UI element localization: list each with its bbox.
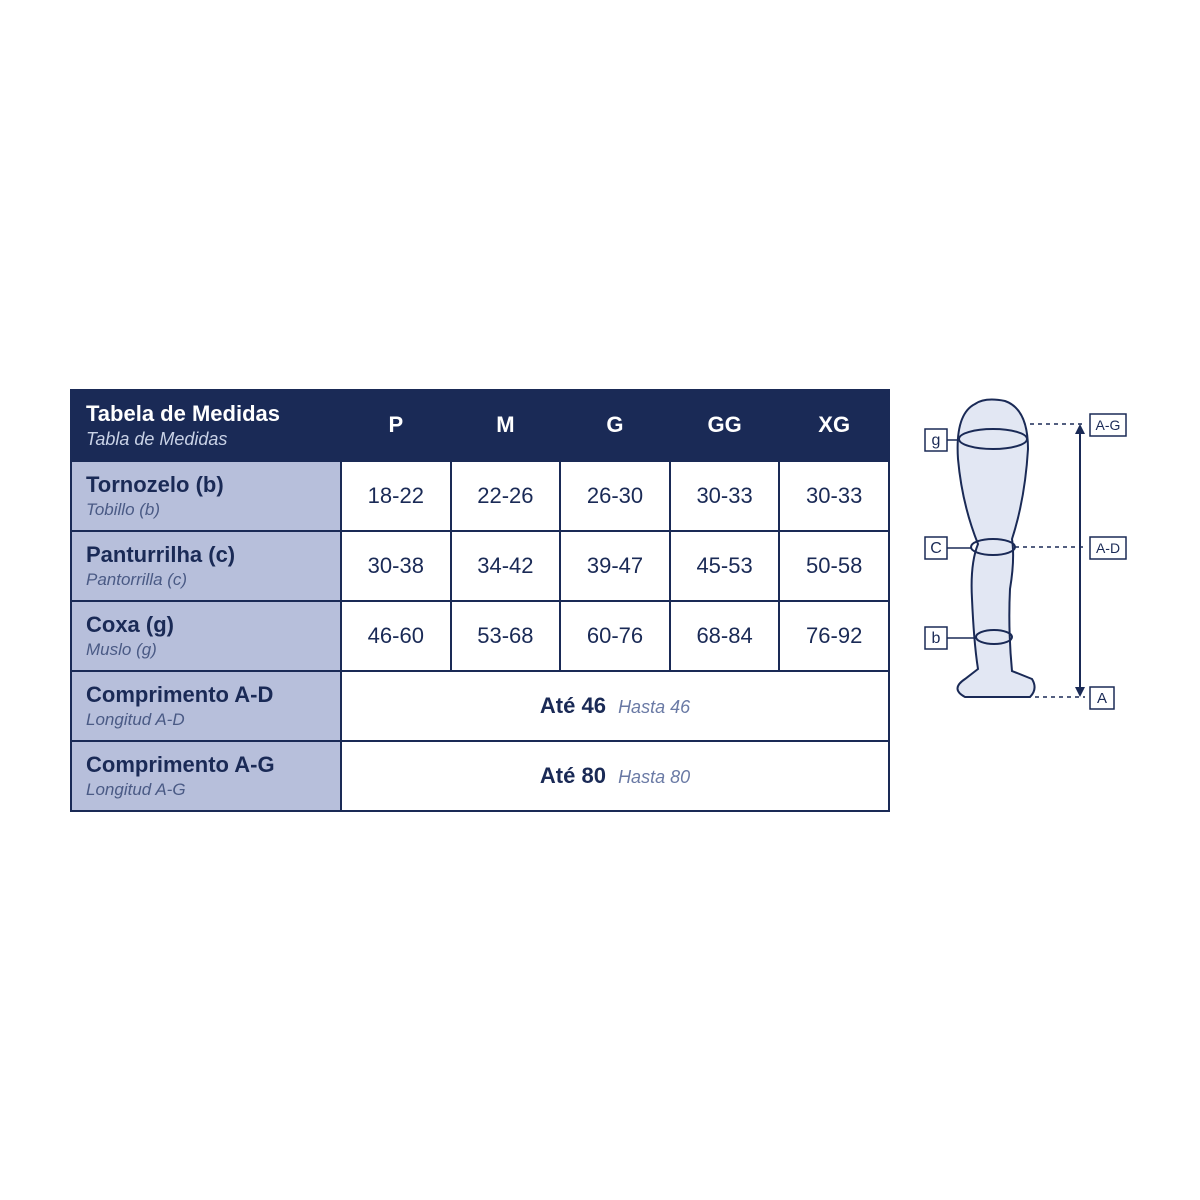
cell: 76-92 [779,601,889,671]
value-comprimento-ag: Até 80 Hasta 80 [341,741,889,811]
size-p: P [341,390,451,461]
cell: 34-42 [451,531,561,601]
cell: 53-68 [451,601,561,671]
label-coxa: Coxa (g) Muslo (g) [71,601,341,671]
diagram-label-g: g [932,432,941,449]
diagram-label-ad: A-D [1096,540,1120,556]
header-title: Tabela de Medidas Tabla de Medidas [71,390,341,461]
size-g: G [560,390,670,461]
cell: 46-60 [341,601,451,671]
cell: 30-33 [670,461,780,531]
header-row: Tabela de Medidas Tabla de Medidas P M G… [71,390,889,461]
diagram-label-c: C [930,540,942,557]
row-comprimento-ad: Comprimento A-D Longitud A-D Até 46 Hast… [71,671,889,741]
cell: 18-22 [341,461,451,531]
label-panturrilha: Panturrilha (c) Pantorrilla (c) [71,531,341,601]
cell: 50-58 [779,531,889,601]
row-comprimento-ag: Comprimento A-G Longitud A-G Até 80 Hast… [71,741,889,811]
cell: 60-76 [560,601,670,671]
cell: 26-30 [560,461,670,531]
header-title-pt: Tabela de Medidas [86,401,280,426]
row-panturrilha: Panturrilha (c) Pantorrilla (c) 30-38 34… [71,531,889,601]
label-comprimento-ad: Comprimento A-D Longitud A-D [71,671,341,741]
diagram-label-a: A [1097,690,1107,707]
row-coxa: Coxa (g) Muslo (g) 46-60 53-68 60-76 68-… [71,601,889,671]
leg-diagram-icon: g C b A A-D A-G [920,389,1130,729]
row-tornozelo: Tornozelo (b) Tobillo (b) 18-22 22-26 26… [71,461,889,531]
value-comprimento-ad: Até 46 Hasta 46 [341,671,889,741]
diagram-label-b: b [932,630,941,647]
cell: 45-53 [670,531,780,601]
diagram-label-ag: A-G [1096,417,1121,433]
cell: 39-47 [560,531,670,601]
size-gg: GG [670,390,780,461]
size-m: M [451,390,561,461]
header-title-es: Tabla de Medidas [86,429,326,450]
label-comprimento-ag: Comprimento A-G Longitud A-G [71,741,341,811]
content-area: Tabela de Medidas Tabla de Medidas P M G… [70,389,1130,812]
label-tornozelo: Tornozelo (b) Tobillo (b) [71,461,341,531]
measurement-table: Tabela de Medidas Tabla de Medidas P M G… [70,389,890,812]
cell: 22-26 [451,461,561,531]
size-xg: XG [779,390,889,461]
cell: 30-38 [341,531,451,601]
cell: 30-33 [779,461,889,531]
cell: 68-84 [670,601,780,671]
